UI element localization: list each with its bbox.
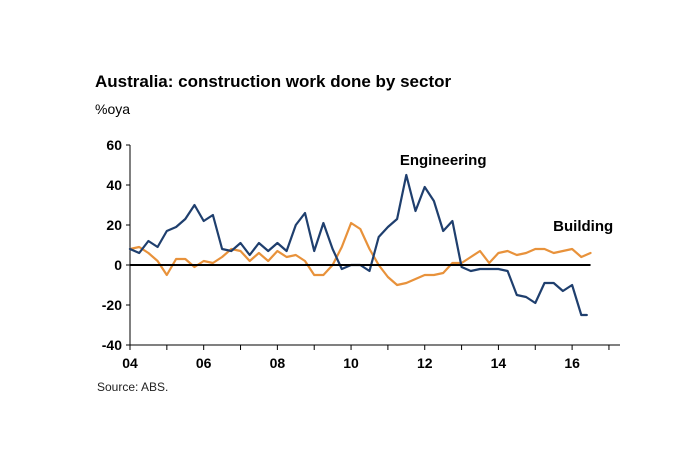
x-tick-label: 06: [196, 355, 212, 371]
x-tick-label: 08: [270, 355, 286, 371]
series-label-building: Building: [553, 218, 613, 235]
y-tick-label: -40: [102, 337, 122, 353]
series-line-building: [128, 221, 592, 287]
y-tick-label: 0: [114, 257, 122, 273]
series-line-engineering: [128, 173, 588, 317]
y-tick-label: 60: [106, 137, 122, 153]
x-tick-label: 10: [343, 355, 359, 371]
x-tick-label: 04: [122, 355, 138, 371]
chart-title: Australia: construction work done by sec…: [95, 72, 452, 91]
series-labels: Engineering Building: [400, 152, 613, 235]
x-tick-label: 14: [491, 355, 507, 371]
y-tick-label: 40: [106, 177, 122, 193]
y-axis-unit-label: %oya: [95, 101, 131, 117]
y-tick-label: -20: [102, 297, 122, 313]
x-tick-label: 12: [417, 355, 433, 371]
source-note: Source: ABS.: [97, 380, 169, 394]
series-label-engineering: Engineering: [400, 152, 487, 169]
series-lines: [128, 173, 592, 317]
y-tick-label: 20: [106, 217, 122, 233]
x-tick-label: 16: [564, 355, 580, 371]
